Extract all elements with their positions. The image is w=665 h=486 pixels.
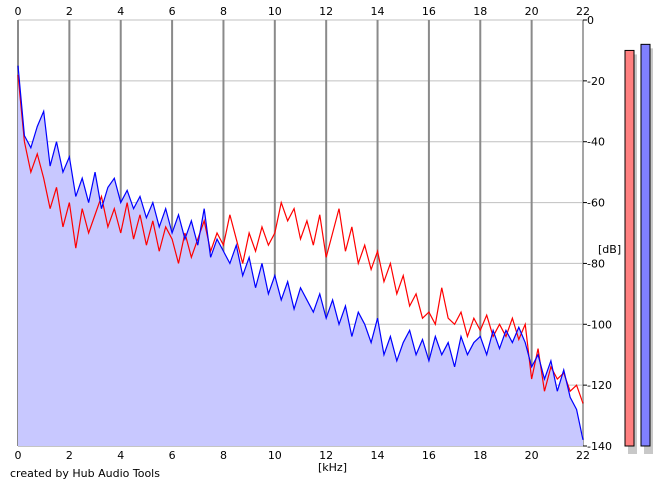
x-tick-label-top: 6 xyxy=(169,5,176,18)
x-tick-label-bottom: 12 xyxy=(319,449,333,462)
series-line-0 xyxy=(17,74,584,404)
x-tick-label-top: 18 xyxy=(473,5,487,18)
y-axis-label: [dB] xyxy=(598,243,621,256)
y-tick-label: -100 xyxy=(587,318,612,331)
y-tick-label: -20 xyxy=(587,75,605,88)
y-tick-label: -140 xyxy=(587,440,612,453)
level-meter-bar-0 xyxy=(624,49,635,447)
series-lines xyxy=(17,65,584,441)
x-tick-label-bottom: 16 xyxy=(422,449,436,462)
x-axis-label: [kHz] xyxy=(318,461,347,474)
axes: 0-20-40-60-80-100-120-140002244668810101… xyxy=(15,5,612,462)
x-tick-label-bottom: 14 xyxy=(371,449,385,462)
x-tick-label-top: 20 xyxy=(525,5,539,18)
x-tick-label-bottom: 8 xyxy=(220,449,227,462)
x-tick-label-bottom: 6 xyxy=(169,449,176,462)
x-tick-label-bottom: 10 xyxy=(268,449,282,462)
x-tick-label-top: 0 xyxy=(15,5,22,18)
x-tick-label-bottom: 22 xyxy=(576,449,590,462)
y-tick-label: -40 xyxy=(587,136,605,149)
x-tick-label-top: 16 xyxy=(422,5,436,18)
x-tick-label-bottom: 20 xyxy=(525,449,539,462)
credit-text: created by Hub Audio Tools xyxy=(10,467,160,480)
y-tick-label: -120 xyxy=(587,379,612,392)
x-tick-label-top: 4 xyxy=(117,5,124,18)
level-meter-bar-1 xyxy=(640,43,651,447)
x-tick-label-bottom: 2 xyxy=(66,449,73,462)
x-tick-label-top: 12 xyxy=(319,5,333,18)
x-tick-label-bottom: 18 xyxy=(473,449,487,462)
level-meters xyxy=(624,43,653,455)
y-tick-label: -80 xyxy=(587,257,605,270)
x-tick-label-bottom: 0 xyxy=(15,449,22,462)
x-tick-label-top: 14 xyxy=(371,5,385,18)
x-tick-label-top: 22 xyxy=(576,5,590,18)
y-tick-label: 0 xyxy=(587,14,594,27)
x-tick-label-top: 10 xyxy=(268,5,282,18)
x-tick-label-top: 8 xyxy=(220,5,227,18)
x-tick-label-bottom: 4 xyxy=(117,449,124,462)
fill-area xyxy=(18,65,583,447)
spectrum-fill xyxy=(18,65,583,447)
x-tick-label-top: 2 xyxy=(66,5,73,18)
y-tick-label: -60 xyxy=(587,197,605,210)
series-line-1 xyxy=(17,65,584,441)
